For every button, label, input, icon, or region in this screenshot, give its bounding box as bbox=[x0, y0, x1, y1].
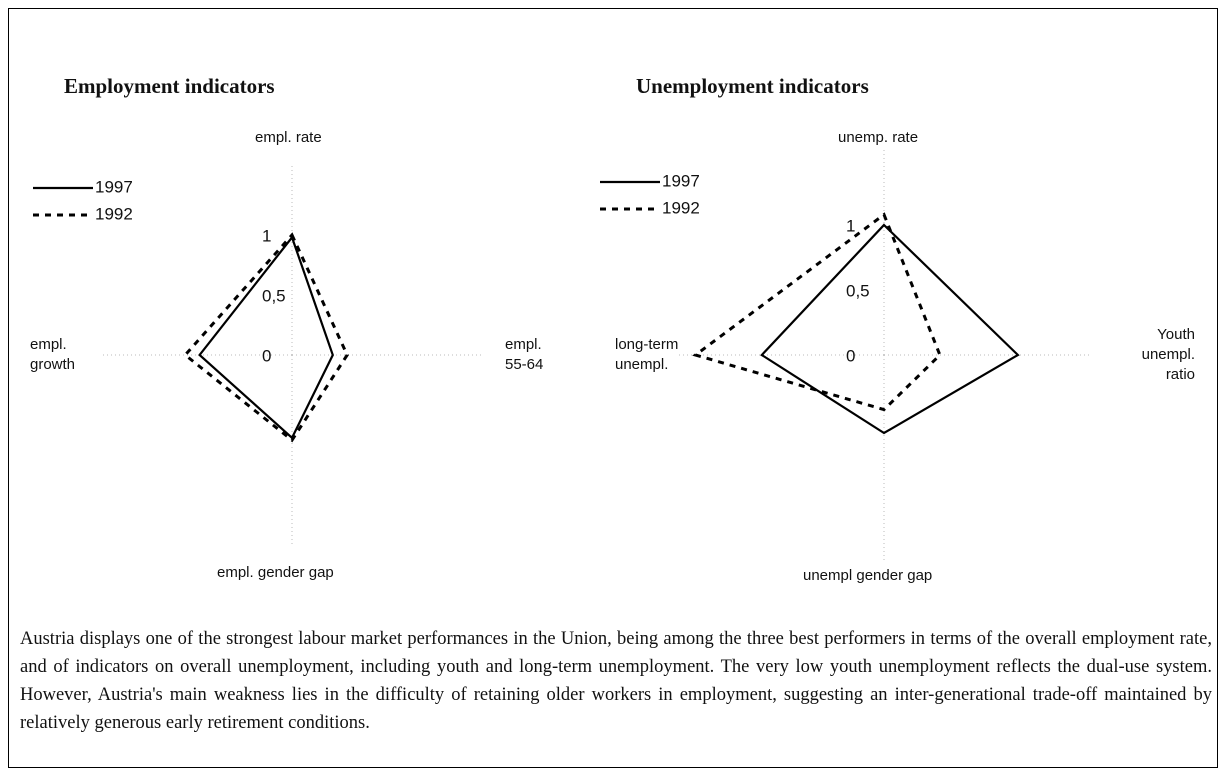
r-tick-label: 0 bbox=[262, 346, 271, 365]
legend-label: 1992 bbox=[95, 204, 133, 223]
r-tick-label: 0 bbox=[846, 346, 855, 365]
r-tick-label: 0,5 bbox=[846, 281, 870, 300]
r-tick-label: 1 bbox=[262, 226, 271, 245]
radar-series bbox=[692, 212, 942, 412]
r-tick-label: 1 bbox=[846, 216, 855, 235]
legend-label: 1997 bbox=[662, 171, 700, 190]
legend-label: 1997 bbox=[95, 177, 133, 196]
axis-label: empl. 55-64 bbox=[505, 336, 544, 373]
frame bbox=[8, 8, 1218, 768]
radar-series bbox=[183, 232, 349, 443]
axis-label: empl. gender gap bbox=[217, 564, 334, 581]
r-tick-label: 0,5 bbox=[262, 286, 286, 305]
chart-title: Unemployment indicators bbox=[636, 74, 869, 98]
legend-label: 1992 bbox=[662, 198, 700, 217]
radar-series bbox=[760, 223, 1020, 435]
axis-label: long-term unempl. bbox=[615, 336, 679, 373]
axis-label: Youth unempl. ratio bbox=[1141, 326, 1195, 383]
axis-label: unempl gender gap bbox=[803, 567, 933, 584]
body-text: Austria displays one of the strongest la… bbox=[20, 629, 1212, 733]
axis-label: unemp. rate bbox=[838, 129, 919, 146]
chart-title: Employment indicators bbox=[64, 74, 275, 98]
axis-label: empl. rate bbox=[255, 129, 322, 146]
axis-label: empl. growth bbox=[30, 336, 76, 373]
